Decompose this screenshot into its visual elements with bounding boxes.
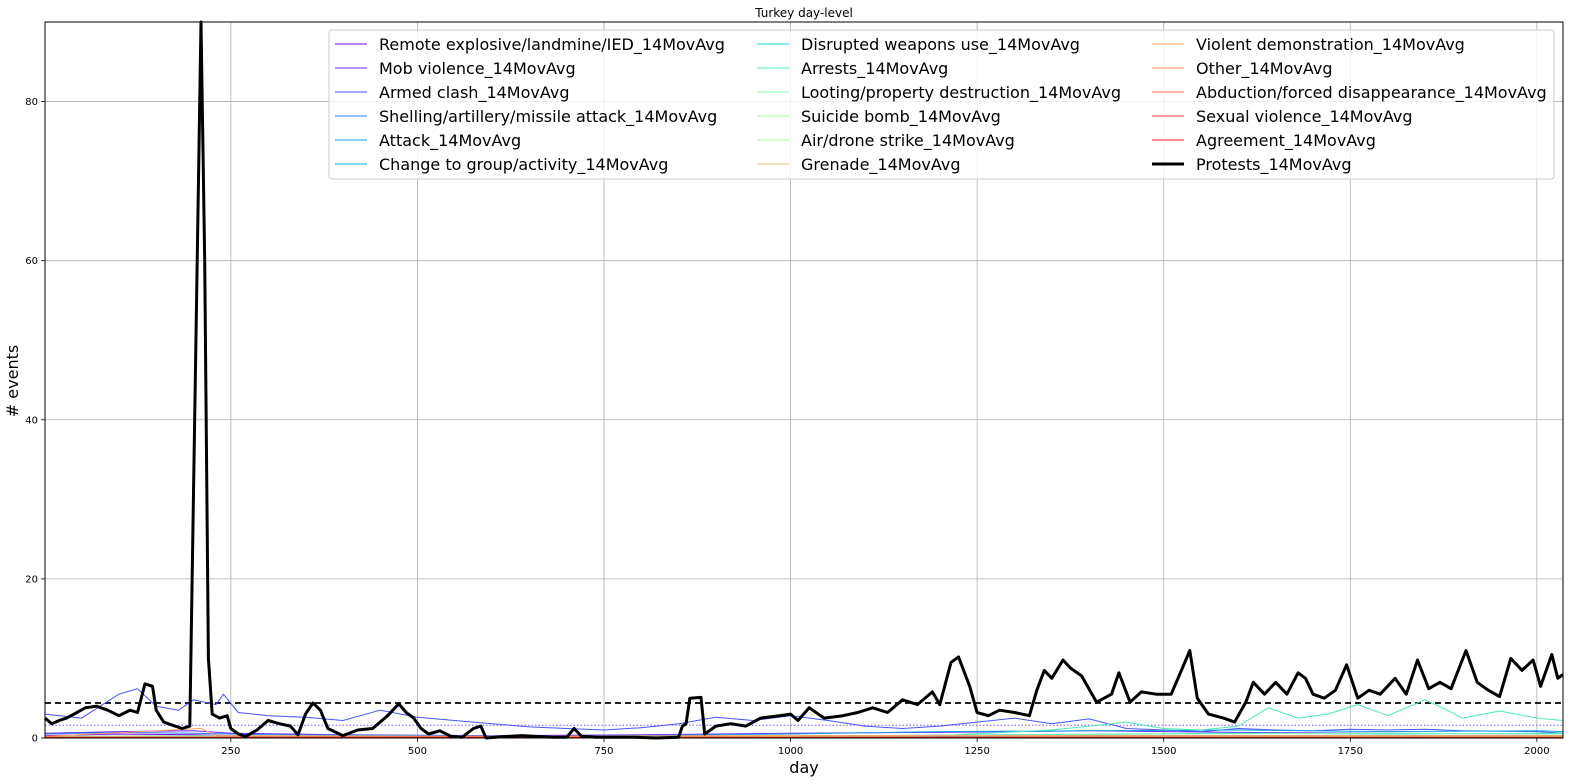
legend-entry: Armed clash_14MovAvg [379,83,570,103]
legend-entry: Protests_14MovAvg [1196,155,1352,175]
series-line [44,688,1564,734]
legend-entry: Looting/property destruction_14MovAvg [801,83,1121,103]
y-tick-label: 20 [25,574,38,585]
legend-box [328,29,1555,180]
legend-entry: Attack_14MovAvg [379,131,521,151]
legend: Remote explosive/landmine/IED_14MovAvg Mo… [328,29,1555,180]
legend-entry: Suicide bomb_14MovAvg [801,107,1001,127]
y-tick-label: 0 [32,734,38,745]
legend-entry: Sexual violence_14MovAvg [1196,107,1413,127]
series-line [44,728,1563,737]
y-tick-label: 60 [25,256,38,267]
x-tick-label: 1250 [964,746,989,757]
plot-frame [44,21,1564,739]
series-line [45,699,1564,739]
legend-entry: Violent demonstration_14MovAvg [1196,35,1465,55]
legend-entry: Grenade_14MovAvg [801,155,960,175]
series-lines [44,20,1564,740]
series-line [44,730,1564,737]
legend-entry: Air/drone strike_14MovAvg [801,131,1015,151]
x-tick-label: 1750 [1338,746,1363,757]
y-axis-ticks: 0 20 40 60 80 [25,97,45,745]
legend-entry: Arrests_14MovAvg [801,59,948,79]
y-tick-label: 40 [25,415,38,426]
legend-entry: Disrupted weapons use_14MovAvg [801,35,1080,55]
series-line [44,20,1564,740]
x-tick-label: 750 [594,746,613,757]
x-tick-label: 1000 [778,746,803,757]
legend-entry: Other_14MovAvg [1196,59,1332,79]
legend-entry: Mob violence_14MovAvg [379,59,576,79]
y-tick-label: 80 [25,97,38,108]
legend-entry: Remote explosive/landmine/IED_14MovAvg [379,35,725,55]
chart-title: Turkey day-level [754,6,853,20]
x-axis-ticks: 250 500 750 1000 1250 1500 1750 2000 [221,738,1550,757]
x-tick-label: 1500 [1151,746,1176,757]
y-axis-label: # events [3,345,22,417]
reference-lines [45,702,1563,726]
x-tick-label: 500 [408,746,427,757]
x-tick-label: 250 [221,746,240,757]
legend-entry: Shelling/artillery/missile attack_14MovA… [379,107,717,127]
legend-entry: Abduction/forced disappearance_14MovAvg [1196,83,1547,103]
legend-entry: Change to group/activity_14MovAvg [379,155,668,175]
legend-entry: Agreement_14MovAvg [1196,131,1376,151]
x-axis-label: day [789,758,818,777]
x-tick-label: 2000 [1524,746,1549,757]
